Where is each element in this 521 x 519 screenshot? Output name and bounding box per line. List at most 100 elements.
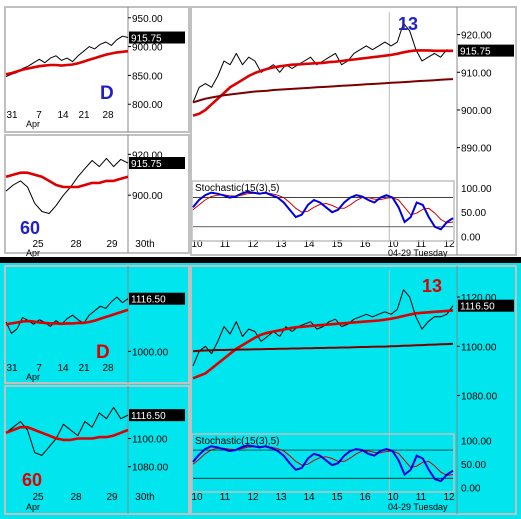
stochastic-title: Stochastic(15(3),5) bbox=[195, 183, 279, 194]
stochastic-title: Stochastic(15(3),5) bbox=[195, 436, 279, 447]
bond-section-background bbox=[0, 262, 521, 519]
last-price-box bbox=[129, 31, 185, 44]
panel-frame bbox=[4, 265, 190, 384]
series-line-ma bbox=[5, 308, 129, 326]
y-tick-label: 1120.00 bbox=[461, 293, 497, 304]
x-tick-label: 29 bbox=[106, 239, 118, 250]
x-tick-label: 28 bbox=[102, 110, 114, 121]
y-tick-label: 1100.00 bbox=[132, 434, 168, 445]
x-tick-label: 12 bbox=[247, 492, 259, 503]
last-price-box bbox=[129, 157, 185, 170]
x-tick-label: 16 bbox=[359, 239, 371, 250]
last-price-box bbox=[458, 44, 514, 57]
last-price-label: 1116.50 bbox=[460, 302, 495, 313]
section-divider bbox=[0, 257, 521, 263]
last-price-label: 915.75 bbox=[131, 159, 162, 170]
x-sub-label: Apr bbox=[26, 502, 40, 512]
last-price-label: 915.75 bbox=[460, 47, 491, 58]
stochastic-tick-label: 50.00 bbox=[461, 460, 486, 471]
stochastic-tick-label: 100.00 bbox=[461, 184, 492, 195]
chart-panel-bond-13min[interactable]: 1120.00 1100.00 1080.00 1116.50 13 10 11 12 13 14… bbox=[190, 265, 517, 515]
x-tick-label: 25 bbox=[32, 239, 44, 250]
x-tick-label: 15 bbox=[331, 239, 343, 250]
last-price-box bbox=[458, 299, 514, 312]
panel-frame bbox=[190, 6, 517, 256]
series-line-price bbox=[192, 289, 454, 367]
x-tick-label: 14 bbox=[57, 110, 69, 121]
y-tick-label: 900.00 bbox=[132, 43, 163, 54]
x-tick-label: 28 bbox=[70, 239, 82, 250]
last-price-box bbox=[129, 409, 185, 422]
x-tick-label: 10 bbox=[387, 492, 399, 503]
series-line-ma bbox=[5, 425, 129, 442]
y-tick-label: 1080.00 bbox=[132, 463, 169, 474]
x-tick-label: 12 bbox=[443, 239, 455, 250]
x-sub-label: 04-29 Tuesday bbox=[388, 248, 448, 258]
series-line-price bbox=[192, 22, 454, 103]
y-tick-label: 850.00 bbox=[132, 71, 163, 82]
x-tick-label: 13 bbox=[275, 492, 287, 503]
x-tick-label: 28 bbox=[70, 492, 82, 503]
last-price-box bbox=[129, 292, 185, 305]
x-sub-label: Apr bbox=[26, 119, 40, 129]
last-price-label: 1116.50 bbox=[131, 411, 166, 422]
y-tick-label: 920.00 bbox=[132, 150, 163, 161]
panel-frame bbox=[190, 265, 517, 515]
stochastic-tick-label: 50.00 bbox=[461, 208, 486, 219]
x-tick-label: 14 bbox=[57, 363, 69, 374]
x-tick-label: 30th bbox=[135, 239, 154, 250]
x-tick-label: 10 bbox=[387, 239, 399, 250]
chart-panel-bond-daily[interactable]: 1000.00 1116.50 D 31 7 14 21 28 Apr bbox=[4, 265, 190, 384]
timeframe-tag: 13 bbox=[398, 14, 418, 34]
x-sub-label: Apr bbox=[26, 372, 40, 382]
x-sub-label: Apr bbox=[26, 248, 40, 258]
series-line-ma bbox=[5, 171, 129, 189]
x-tick-label: 11 bbox=[416, 239, 427, 250]
x-tick-label: 10 bbox=[191, 239, 203, 250]
x-tick-label: 10 bbox=[191, 492, 203, 503]
y-tick-label: 800.00 bbox=[132, 100, 163, 111]
chart-panel-bond-60min[interactable]: 1100.00 1080.00 1116.50 60 25 28 29 30th Apr bbox=[4, 385, 190, 515]
x-tick-label: 12 bbox=[443, 492, 455, 503]
panel-frame bbox=[4, 385, 190, 515]
panel-frame bbox=[4, 6, 190, 133]
series-line-price bbox=[5, 406, 129, 456]
x-tick-label: 7 bbox=[36, 110, 42, 121]
y-tick-label: 1080.00 bbox=[461, 392, 498, 403]
timeframe-tag: D bbox=[96, 342, 110, 363]
x-tick-label: 14 bbox=[303, 239, 315, 250]
chart-panel-es-13min[interactable]: 920.00 910.00 900.00 890.00 915.75 13 10 11 12 13… bbox=[190, 6, 517, 258]
stochastic-tick-label: 0.00 bbox=[461, 233, 481, 244]
x-tick-label: 29 bbox=[106, 492, 118, 503]
y-tick-label: 950.00 bbox=[132, 14, 163, 25]
y-tick-label: 1100.00 bbox=[461, 342, 497, 353]
y-tick-label: 920.00 bbox=[461, 31, 492, 42]
stochastic-frame bbox=[191, 433, 455, 493]
chart-panel-es-daily[interactable]: 950.00 900.00 850.00 800.00 915.75 D 31 7 14 21 28… bbox=[4, 6, 190, 133]
stochastic-k-line bbox=[192, 444, 454, 483]
x-tick-label: 21 bbox=[78, 110, 90, 121]
x-tick-label: 15 bbox=[331, 492, 343, 503]
y-tick-label: 900.00 bbox=[461, 106, 492, 117]
x-tick-label: 31 bbox=[6, 110, 18, 121]
stochastic-k-line bbox=[192, 190, 454, 231]
x-tick-label: 31 bbox=[6, 363, 18, 374]
stochastic-tick-label: 100.00 bbox=[461, 437, 492, 448]
series-line-slow-ma bbox=[192, 78, 454, 104]
x-tick-label: 11 bbox=[220, 492, 231, 503]
y-tick-label: 1000.00 bbox=[132, 347, 169, 358]
x-tick-label: 11 bbox=[416, 492, 427, 503]
x-tick-label: 12 bbox=[247, 239, 259, 250]
panel-frame bbox=[4, 134, 190, 254]
series-line-price bbox=[5, 296, 129, 334]
x-tick-label: 28 bbox=[102, 363, 114, 374]
x-tick-label: 13 bbox=[275, 239, 287, 250]
es-section-background bbox=[0, 0, 521, 258]
x-sub-label: 04-29 Tuesday bbox=[388, 502, 448, 512]
x-tick-label: 11 bbox=[220, 239, 231, 250]
stochastic-frame bbox=[191, 180, 455, 242]
x-tick-label: 7 bbox=[36, 363, 42, 374]
